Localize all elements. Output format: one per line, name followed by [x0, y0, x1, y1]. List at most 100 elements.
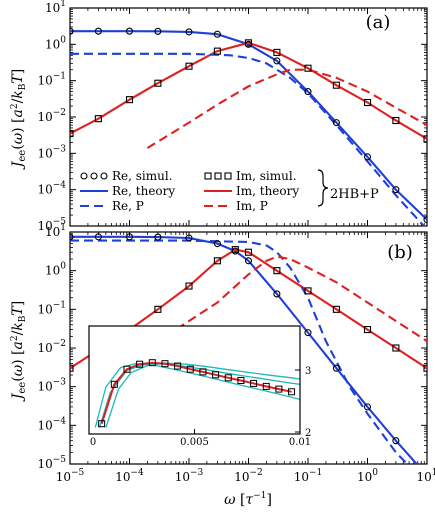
x-tick-label: 10−1: [294, 468, 323, 484]
panel-a: 10−5 10−4 10−3 10−2 10−1 100 101 (a) Jee(ω) [a…: [10, 0, 428, 233]
series-im-simul-point: [125, 96, 134, 104]
y-tick-label: 10−4: [37, 181, 66, 197]
series-im-simul-point: [273, 48, 281, 56]
series-re-simul-point: [125, 233, 134, 241]
series-im-p-line: [128, 255, 427, 361]
inset-right-tick-label: 2: [305, 428, 311, 439]
series-re-simul-point: [363, 403, 372, 411]
series-im-simul-point: [392, 116, 400, 125]
panel-b-label: (b): [387, 242, 413, 263]
inset-background: [89, 326, 300, 434]
series-im-simul-point: [273, 267, 281, 275]
series-re-p-line: [70, 52, 426, 226]
inset-im-simul-point: [174, 362, 182, 370]
legend-im-p-label: Im, P: [236, 199, 268, 213]
legend-re-p-label: Re, P: [112, 199, 144, 213]
legend-re-simul-marker: [90, 172, 98, 180]
y-tick-label: 10−3: [37, 144, 66, 160]
panel-a-ticks: 10−5 10−4 10−3 10−2 10−1 100 101: [37, 0, 428, 233]
x-tick-label: 100: [357, 468, 378, 484]
inset-cyan-curve: [105, 362, 300, 428]
y-tick-label: 100: [45, 35, 66, 51]
series-im-simul-point: [70, 130, 74, 138]
series-re-simul-point: [392, 186, 400, 194]
inset-im-simul-point: [98, 420, 106, 428]
series-re-theory-line: [70, 30, 427, 221]
series-im-simul-point: [332, 305, 340, 313]
inset-im-simul-point: [123, 365, 131, 373]
legend-im-simul-label: Im, simul.: [236, 169, 297, 183]
series-im-simul-point: [213, 47, 221, 55]
series-im-simul-point: [185, 62, 193, 70]
series-im-simul-point: [185, 282, 193, 290]
inset-series-holder: [94, 359, 300, 428]
inset: 0 0.005 0.012 3: [88, 325, 311, 448]
series-re-simul-point: [213, 240, 221, 248]
y-tick-label: 10−2: [37, 108, 66, 124]
inset-x-tick-label: 0.005: [180, 437, 209, 448]
inset-cyan-curve: [94, 363, 300, 428]
series-re-simul-point: [185, 234, 193, 242]
inset-im-simul-point: [199, 368, 207, 376]
y-tick-label: 101: [45, 0, 66, 15]
series-im-simul-point: [154, 305, 162, 313]
inset-im-simul-point: [212, 371, 220, 379]
legend-re-simul-marker: [100, 172, 108, 180]
series-im-simul-point: [154, 79, 162, 87]
x-tick-label: 10−5: [56, 468, 85, 484]
y-tick-label: 10−2: [37, 339, 66, 355]
panel-a-ylabel: Jee(ω) [a2/kBT]: [10, 69, 28, 170]
legend-re-simul-marker: [80, 172, 88, 180]
series-re-simul-point: [304, 329, 312, 337]
inset-im-simul-point: [262, 382, 270, 390]
series-re-simul-point: [94, 233, 102, 241]
inset-x-tick-label: 0.01: [289, 437, 311, 448]
y-tick-label: 10−5: [37, 455, 66, 471]
y-tick-label: 10−1: [37, 300, 66, 316]
series-im-simul-point: [244, 248, 253, 256]
x-tick-label: 10−3: [175, 468, 204, 484]
series-im-simul-point: [392, 344, 400, 352]
panel-b: 10−5 10−4 10−3 10−2 10−1 100 101 10−5 10−4 10−3 10…: [10, 223, 435, 508]
series-re-simul-point: [244, 257, 253, 265]
inset-im-simul-point: [275, 385, 283, 393]
series-re-simul-point: [392, 437, 400, 445]
legend-im-simul-marker: [214, 172, 222, 180]
series-im-simul-point: [423, 364, 427, 372]
series-re-simul-point: [125, 27, 134, 35]
series-im-simul-point: [304, 64, 312, 72]
legend-re-theory-label: Re, theory: [112, 184, 175, 198]
x-tick-label: 10−2: [234, 468, 263, 484]
inset-im-theory-line: [100, 361, 292, 425]
y-tick-label: 101: [45, 223, 66, 239]
legend-im-simul-marker: [204, 172, 212, 180]
y-tick-label: 10−3: [37, 378, 66, 394]
panel-a-label: (a): [366, 12, 391, 33]
inset-im-simul-point: [148, 359, 156, 367]
panel-b-ticks: 10−5 10−4 10−3 10−2 10−1 100 101 10−5 10−4 10−3 10…: [37, 223, 435, 484]
panel-b-ylabel: Jee(ω) [a2/kBT]: [10, 301, 28, 402]
series-im-simul-point: [332, 81, 340, 89]
inset-im-simul-point: [288, 388, 296, 396]
series-im-simul-point: [304, 287, 312, 295]
series-im-theory-line: [70, 41, 427, 140]
y-tick-label: 10−4: [37, 416, 66, 432]
series-re-simul-point: [423, 216, 427, 224]
legend-brace: [317, 169, 329, 207]
inset-ticks: 0 0.005 0.012 3: [88, 366, 311, 448]
series-re-simul-point: [363, 153, 372, 161]
series-re-simul-point: [70, 27, 74, 35]
inset-im-simul-point: [237, 376, 245, 384]
inset-im-simul-point: [186, 365, 194, 373]
inset-im-simul-point: [250, 379, 258, 387]
series-im-simul-point: [423, 135, 427, 143]
inset-im-simul-point: [136, 360, 144, 368]
inset-im-simul-point: [110, 380, 118, 388]
legend-im-theory-label: Im, theory: [236, 184, 299, 198]
inset-series: [94, 359, 300, 428]
inset-right-tick-label: 3: [305, 366, 311, 377]
series-im-simul-point: [363, 98, 372, 107]
series-holder: [70, 27, 427, 226]
panel-a-legend: Re, simul. Im, simul. Re, theory Im, theory…: [80, 169, 379, 213]
